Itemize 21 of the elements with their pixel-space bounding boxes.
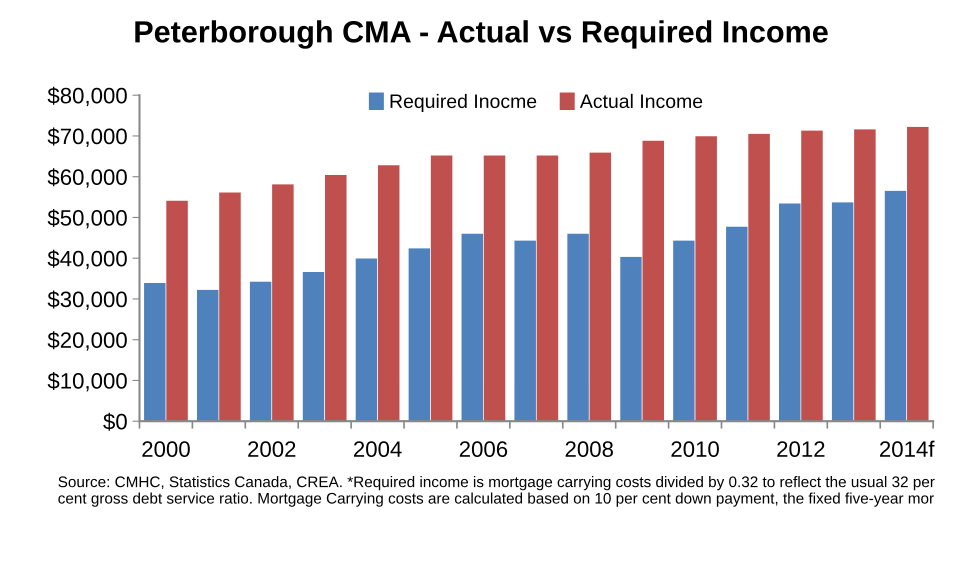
chart-title: Peterborough CMA - Actual vs Required Income: [135, 20, 828, 49]
x-tick-label: 2004: [354, 441, 402, 457]
y-tick-label: $60,000: [48, 168, 127, 188]
y-tick-label: $40,000: [48, 250, 127, 270]
y-tick-label: $0: [103, 412, 127, 431]
x-tick-label: 2002: [248, 441, 296, 457]
x-tick-label: 2010: [671, 441, 719, 457]
y-tick-label: $70,000: [48, 128, 127, 147]
source-note: Source: CMHC, Statistics Canada, CREA. *Required income is mortgage carrying costs divided by 0.32 to reflect the usual 32 per cent gross debt service ratio. Mortgage Carrying costs are calculated based on 10 per cent down payment, the fixed five-year mor: [58, 476, 935, 507]
x-tick-label: 2008: [566, 441, 613, 457]
y-tick-label: $30,000: [48, 290, 127, 310]
legend-label: Required Inocme: [390, 94, 536, 112]
x-tick-label: 2014f: [880, 440, 935, 457]
x-tick-label: 2006: [460, 441, 508, 457]
x-tick-label: 2000: [142, 441, 190, 457]
legend-label: Actual Income: [580, 94, 702, 108]
y-tick-label: $10,000: [48, 372, 127, 392]
y-tick-label: $80,000: [48, 86, 127, 106]
x-tick-label: 2012: [777, 441, 824, 457]
y-tick-label: $20,000: [48, 331, 127, 351]
y-tick-label: $50,000: [48, 209, 127, 228]
